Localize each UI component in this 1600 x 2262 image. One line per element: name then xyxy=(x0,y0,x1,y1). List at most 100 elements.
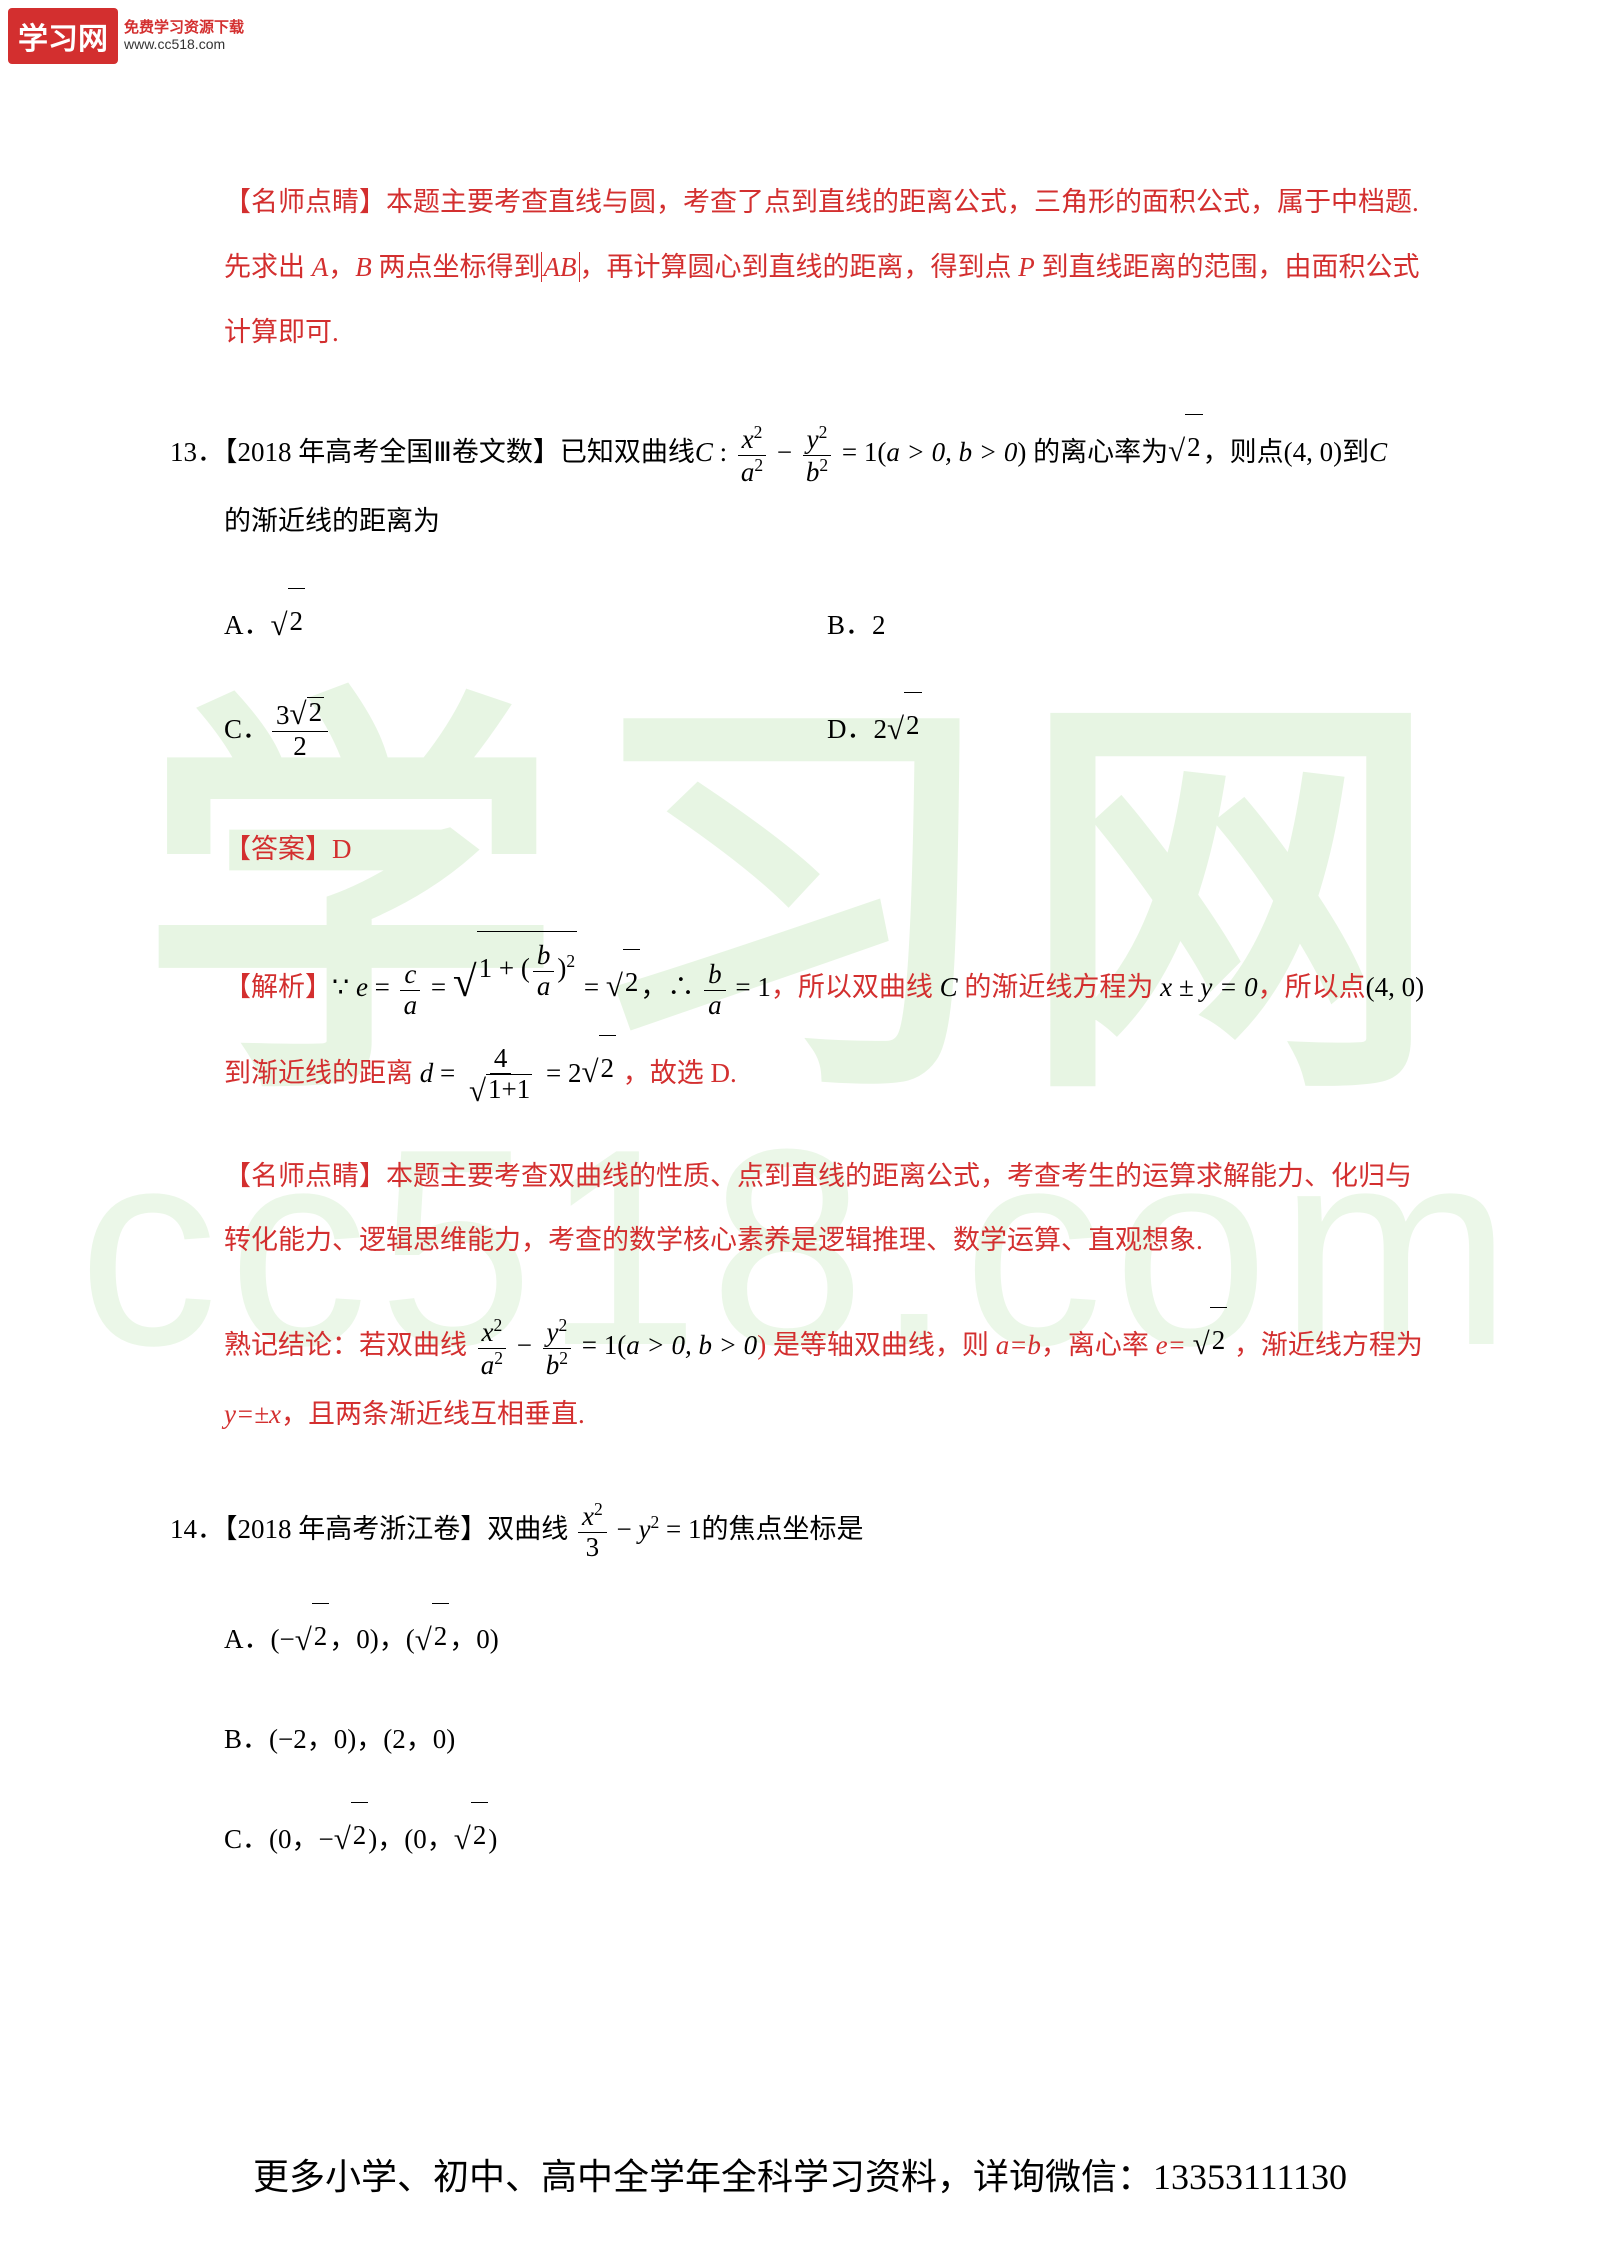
logo-badge: 学习网 xyxy=(8,8,118,64)
var-B: B xyxy=(355,252,372,282)
commentary-text: 本题主要考查双曲线的性质、点到直线的距离公式，考查考生的运算求解能力、化归与转化… xyxy=(224,1161,1412,1256)
text: ，渐近线方程为 xyxy=(1227,1330,1423,1360)
minus: − xyxy=(610,1514,639,1544)
question-14: 14．【2018 年高考浙江卷】双曲线 x23 − y2 = 1的焦点坐标是 xyxy=(170,1497,1430,1563)
sqrt-expr: √1 + (ba)2 xyxy=(453,931,577,1035)
sqrt-arg: 2 xyxy=(432,1603,450,1669)
den-a: a xyxy=(533,972,555,1002)
eq: = xyxy=(368,972,397,1002)
option-A: A．(−√2 ，0)，(√2 ，0) xyxy=(224,1603,1430,1678)
sqrt-arg: 2 xyxy=(1185,414,1203,480)
option-B: B．(−2，0)，(2，0) xyxy=(224,1707,1430,1772)
opt-text: (−2，0)，(2，0) xyxy=(269,1707,455,1772)
sqrt-arg: 2 xyxy=(471,1802,489,1868)
text: ) 的离心率为 xyxy=(1017,437,1168,467)
analysis-body: ∵ e = ca = √1 + (ba)2 = √2，∴ ba = 1 xyxy=(332,972,771,1002)
eq1: = 1( xyxy=(835,437,886,467)
den-sqrt: 1+1 xyxy=(486,1074,532,1105)
var-e: e xyxy=(356,972,368,1002)
var-y: y xyxy=(638,1514,650,1544)
den-a: a xyxy=(400,991,422,1021)
cond: a > 0, b > 0 xyxy=(886,437,1017,467)
site-logo: 学习网 免费学习资源下载 www.cc518.com xyxy=(8,8,244,64)
logo-caption: 免费学习资源下载 www.cc518.com xyxy=(124,20,244,52)
var-P: P xyxy=(1018,252,1035,282)
text: ，离心率 xyxy=(1041,1330,1156,1360)
option-A: A． √2 xyxy=(224,588,827,663)
q-source: 【2018 年高考全国Ⅲ卷文数】 xyxy=(224,437,560,467)
num-b: b xyxy=(533,941,555,972)
frac-x23: x23 xyxy=(578,1500,607,1562)
q-source: 【2018 年高考浙江卷】 xyxy=(224,1514,487,1544)
text: 两点坐标得到 xyxy=(372,252,541,282)
sqrt-arg: 2 xyxy=(307,697,325,728)
d-expr: d = 4√1+1 = 2√2 xyxy=(420,1058,616,1088)
therefore: ，∴ xyxy=(640,972,701,1002)
option-D: D． 2√2 xyxy=(827,692,1430,767)
e-eq: e= xyxy=(1156,1330,1193,1360)
point: (4, 0) xyxy=(1366,972,1424,1002)
sqrt: √2 xyxy=(887,692,922,767)
frac-d: 4√1+1 xyxy=(465,1044,536,1109)
option-B: B． 2 xyxy=(827,588,1430,663)
opt-label: A． xyxy=(224,1607,271,1672)
question-13: 13．【2018 年高考全国Ⅲ卷文数】已知双曲线C : x2a2 − y2b2 … xyxy=(170,414,1430,553)
opt-value: 2 xyxy=(872,593,886,658)
den-a: a xyxy=(741,457,755,487)
memo-prefix: 熟记结论：若双曲线 xyxy=(224,1330,474,1360)
num-y: y xyxy=(547,1317,559,1347)
num-b: b xyxy=(704,960,726,991)
text: ，所以双曲线 xyxy=(771,972,940,1002)
sqrt-arg: 2 xyxy=(288,588,306,654)
eq-ab: a=b xyxy=(996,1330,1041,1360)
option-C: C． 3√2 2 xyxy=(224,692,827,767)
text: ，且两条渐近线互相垂直. xyxy=(281,1399,585,1429)
q-text: 双曲线 xyxy=(487,1514,575,1544)
minus: − xyxy=(510,1330,539,1360)
eq: = xyxy=(577,972,606,1002)
text: 到 xyxy=(1342,437,1369,467)
pre: (0，− xyxy=(269,1807,334,1872)
page-content: 【名师点睛】本题主要考查直线与圆，考查了点到直线的距离公式，三角形的面积公式，属… xyxy=(170,170,1430,1926)
num-4: 4 xyxy=(490,1044,512,1075)
frac-x2a2: x2a2 xyxy=(737,423,767,487)
mid: )，(0， xyxy=(368,1807,453,1872)
var-A: A xyxy=(312,252,329,282)
sqrt-arg: 2 xyxy=(1210,1307,1228,1373)
var-d: d xyxy=(420,1058,434,1088)
q-number: 14． xyxy=(170,1514,224,1544)
eq: = xyxy=(539,1058,568,1088)
sqrt-arg: 2 xyxy=(904,692,922,758)
sqrt-arg: 2 xyxy=(623,949,641,1015)
end: ) xyxy=(488,1807,497,1872)
logo-url: www.cc518.com xyxy=(124,37,244,52)
one-plus: 1 + ( xyxy=(479,953,530,983)
sqrt2: √2 xyxy=(606,949,641,1024)
minus: − xyxy=(770,437,799,467)
opt-label: C． xyxy=(224,1807,269,1872)
close: ) xyxy=(557,953,566,983)
num-y: y xyxy=(807,424,819,454)
asymptote: x ± y = 0 xyxy=(1160,972,1258,1002)
den-a: a xyxy=(704,991,726,1021)
q13-options: A． √2 B． 2 C． 3√2 2 D． 2√2 xyxy=(170,588,1430,797)
q13-continuation: 的渐近线的距离为 xyxy=(170,489,1430,554)
eq: = xyxy=(433,1058,462,1088)
frac-ba: ba xyxy=(533,941,555,1001)
opt-label: A． xyxy=(224,593,271,658)
answer-block: 【答案】D xyxy=(170,817,1430,882)
opt-label: B． xyxy=(827,593,872,658)
q-text: 已知双曲线 xyxy=(560,437,695,467)
mid: ，0)，( xyxy=(329,1607,414,1672)
den-b: b xyxy=(806,457,820,487)
answer-label: 【答案】 xyxy=(224,834,332,864)
q-number: 13． xyxy=(170,437,224,467)
text: ，再计算圆心到直线的距离，得到点 xyxy=(580,252,1019,282)
frac: 3√2 2 xyxy=(272,697,328,762)
logo-subtitle: 免费学习资源下载 xyxy=(124,20,244,37)
text: 的焦点坐标是 xyxy=(701,1514,863,1544)
commentary-block-2: 【名师点睛】本题主要考查双曲线的性质、点到直线的距离公式，考查考生的运算求解能力… xyxy=(170,1144,1430,1274)
option-C: C．(0，−√2 )，(0，√2 ) xyxy=(224,1802,1430,1877)
asymptote-eq: y=±x xyxy=(224,1399,281,1429)
hyperbola-eq: x2a2 − y2b2 = 1(a > 0, b > 0 xyxy=(474,1330,757,1360)
